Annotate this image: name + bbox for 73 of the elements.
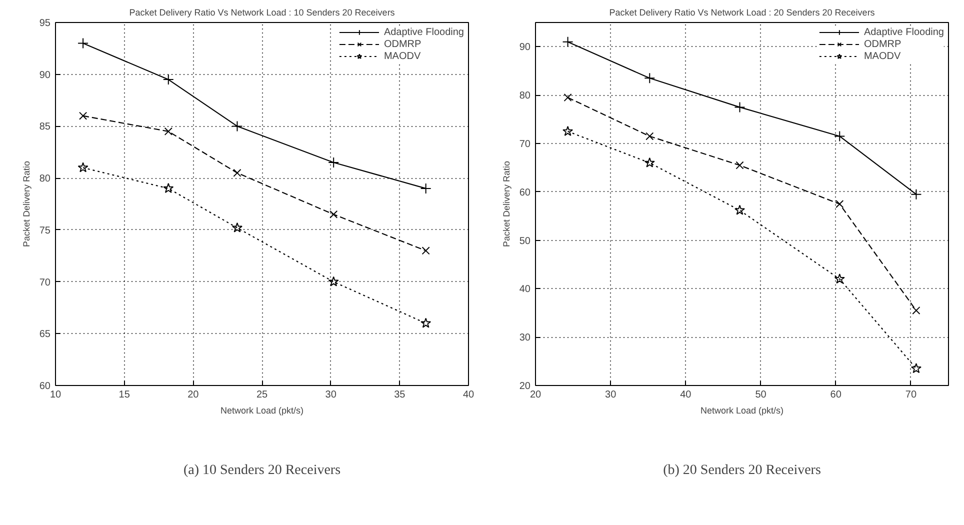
text: (a) 10 Senders 20 Receivers xyxy=(183,463,341,478)
x-tick-label: 20 xyxy=(530,390,542,400)
y-tick-label: 50 xyxy=(519,236,531,247)
text: (b) 20 Senders 20 Receivers xyxy=(663,463,821,478)
point xyxy=(834,130,846,142)
x-tick-label: 30 xyxy=(605,390,617,400)
x-tick-label: 10 xyxy=(50,390,62,400)
legend-label: MAODV xyxy=(864,50,901,62)
point xyxy=(79,112,88,120)
x-tick-label: 60 xyxy=(830,390,842,400)
point xyxy=(736,161,744,170)
point xyxy=(232,120,243,132)
point xyxy=(562,36,574,48)
x-tick-label: 70 xyxy=(905,390,917,400)
y-tick-label: 65 xyxy=(39,329,51,340)
point xyxy=(562,126,574,136)
point xyxy=(164,127,172,136)
legend-label: Adaptive Flooding xyxy=(864,26,944,38)
point xyxy=(328,276,339,286)
x-tick-label: 30 xyxy=(325,390,337,400)
y-tick-label: 75 xyxy=(39,225,51,236)
y-axis-title: Packet Delivery Ratio xyxy=(21,160,32,248)
point xyxy=(78,38,89,49)
point xyxy=(646,132,654,140)
point xyxy=(330,210,338,218)
point xyxy=(163,182,174,193)
point xyxy=(734,102,746,113)
point xyxy=(78,162,88,172)
point xyxy=(912,306,920,315)
x-tick-label: 50 xyxy=(755,390,767,400)
point xyxy=(420,318,432,328)
legend-label: MAODV xyxy=(384,50,421,62)
y-tick-label: 70 xyxy=(39,277,51,288)
y-tick-label: 80 xyxy=(39,174,51,185)
point xyxy=(644,157,655,168)
point xyxy=(233,168,242,177)
x-tick-label: 20 xyxy=(188,390,200,400)
point xyxy=(232,222,242,232)
y-tick-label: 90 xyxy=(39,70,51,81)
y-tick-label: 70 xyxy=(519,139,531,150)
y-tick-label: 85 xyxy=(39,122,51,133)
x-tick-label: 40 xyxy=(462,390,474,400)
y-tick-label: 60 xyxy=(39,381,51,392)
point xyxy=(910,363,922,374)
legend-label: Adaptive Flooding xyxy=(384,26,464,38)
point xyxy=(834,274,845,284)
point xyxy=(328,157,340,168)
x-tick-label: 40 xyxy=(680,390,692,400)
x-tick-label: 15 xyxy=(118,390,130,400)
y-tick-label: 80 xyxy=(519,90,531,102)
point xyxy=(644,72,656,84)
point xyxy=(734,204,746,215)
x-tick-label: 35 xyxy=(394,390,406,400)
y-tick-label: 60 xyxy=(519,187,531,198)
point xyxy=(564,93,572,102)
point xyxy=(422,246,430,255)
x-tick-label: 25 xyxy=(256,390,268,400)
legend-label: ODMRP xyxy=(864,38,902,50)
x-axis-title: Network Load (pkt/s) xyxy=(220,406,304,416)
y-tick-label: 30 xyxy=(519,332,531,344)
y-tick-label: 40 xyxy=(519,284,531,296)
point xyxy=(836,200,844,208)
y-tick-label: 90 xyxy=(519,42,531,54)
point xyxy=(162,74,174,86)
y-tick-label: 20 xyxy=(519,381,531,392)
y-tick-label: 95 xyxy=(39,18,51,29)
legend-label: ODMRP xyxy=(384,38,422,50)
chart-title: Packet Delivery Ratio Vs Network Load : 10 Senders 20 Receivers xyxy=(129,8,396,18)
y-axis-title: Packet Delivery Ratio xyxy=(501,160,512,248)
point xyxy=(910,188,922,200)
chart-title: Packet Delivery Ratio Vs Network Load : 20 Senders 20 Receivers xyxy=(609,8,876,18)
x-axis-title: Network Load (pkt/s) xyxy=(700,406,784,416)
point xyxy=(420,182,432,194)
